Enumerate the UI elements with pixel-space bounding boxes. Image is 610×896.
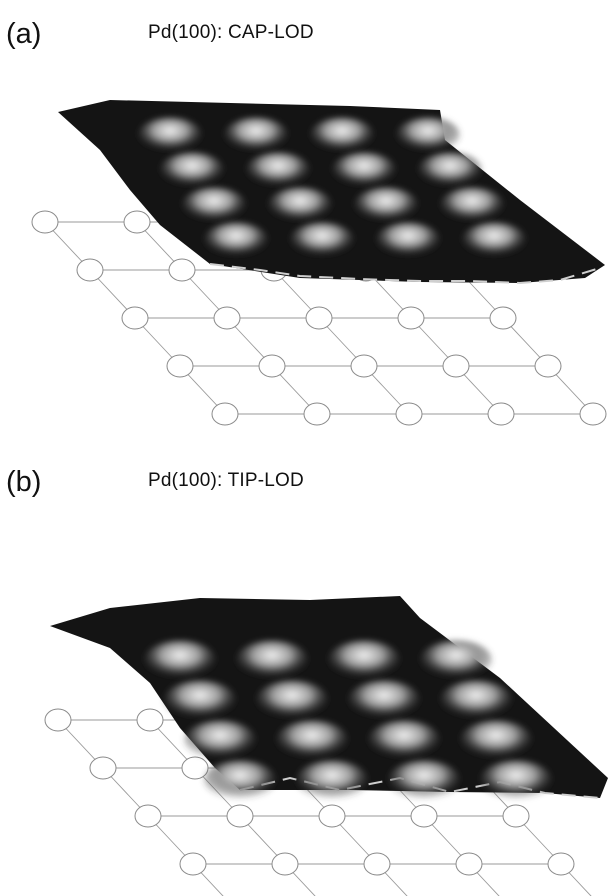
pd-atom xyxy=(303,402,331,426)
panel-title-a: Pd(100): CAP-LOD xyxy=(148,22,314,43)
density-maximum xyxy=(138,117,202,153)
pd-atom xyxy=(211,402,239,426)
pd-atom xyxy=(502,804,530,828)
pd-atom xyxy=(579,402,607,426)
pd-atom xyxy=(455,852,483,876)
density-maximum xyxy=(236,640,308,680)
density-maximum xyxy=(182,187,246,223)
density-maximum xyxy=(368,720,440,760)
pd-atom xyxy=(442,354,470,378)
density-maximum xyxy=(480,760,552,800)
density-surface-figure-a xyxy=(31,100,607,426)
density-surface-figure-b xyxy=(44,596,608,896)
pd-atom xyxy=(134,804,162,828)
density-maximum xyxy=(256,680,328,720)
pd-atom xyxy=(489,306,517,330)
surface-rim xyxy=(209,263,601,285)
density-maximum xyxy=(460,720,532,760)
pd-atom xyxy=(179,852,207,876)
pd-atom xyxy=(226,804,254,828)
pd-atom xyxy=(397,306,425,330)
pd-atom xyxy=(410,804,438,828)
panel-a: (a) Pd(100): CAP-LOD xyxy=(6,18,607,426)
pd-atom xyxy=(123,210,151,234)
density-maximum xyxy=(144,640,216,680)
density-maximum xyxy=(246,152,310,188)
density-maximum xyxy=(290,222,354,258)
pd-atom xyxy=(168,258,196,282)
density-maximum xyxy=(276,720,348,760)
pd-atom xyxy=(487,402,515,426)
density-maximum xyxy=(440,680,512,720)
pd-atom xyxy=(534,354,562,378)
panel-title-b: Pd(100): TIP-LOD xyxy=(148,470,304,491)
density-maximum xyxy=(296,760,368,800)
pd-atom xyxy=(31,210,59,234)
density-surface xyxy=(58,100,605,285)
pd-atom xyxy=(258,354,286,378)
density-maximum xyxy=(462,222,526,258)
density-maximum xyxy=(328,640,400,680)
density-maximum xyxy=(332,152,396,188)
pd-atom xyxy=(350,354,378,378)
pd-atom xyxy=(121,306,149,330)
density-maximum xyxy=(204,222,268,258)
density-maximum xyxy=(268,187,332,223)
panel-label-a: (a) xyxy=(6,18,42,50)
density-maximum xyxy=(160,152,224,188)
density-maximum xyxy=(376,222,440,258)
pd-atom xyxy=(76,258,104,282)
density-surface xyxy=(50,596,608,800)
density-maximum xyxy=(396,117,460,153)
pd-atom xyxy=(181,756,209,780)
pd-atom xyxy=(89,756,117,780)
pd-atom xyxy=(395,402,423,426)
pd-atom xyxy=(305,306,333,330)
pd-atom xyxy=(547,852,575,876)
density-maximum xyxy=(440,187,504,223)
density-maximum xyxy=(184,720,256,760)
density-maximum xyxy=(420,640,492,680)
pd-atom xyxy=(213,306,241,330)
pd-atom xyxy=(363,852,391,876)
pd-atom xyxy=(318,804,346,828)
density-maximum xyxy=(388,760,460,800)
density-maximum xyxy=(224,117,288,153)
pd-atom xyxy=(271,852,299,876)
density-maximum xyxy=(164,680,236,720)
density-maximum xyxy=(354,187,418,223)
density-maximum xyxy=(348,680,420,720)
pd-atom xyxy=(44,708,72,732)
density-maximum xyxy=(310,117,374,153)
panel-label-b: (b) xyxy=(6,466,42,498)
pd-atom xyxy=(166,354,194,378)
panel-b: (b) Pd(100): TIP-LOD xyxy=(0,448,610,896)
pd-atom xyxy=(136,708,164,732)
density-maximum xyxy=(418,152,482,188)
density-maximum xyxy=(204,760,276,800)
